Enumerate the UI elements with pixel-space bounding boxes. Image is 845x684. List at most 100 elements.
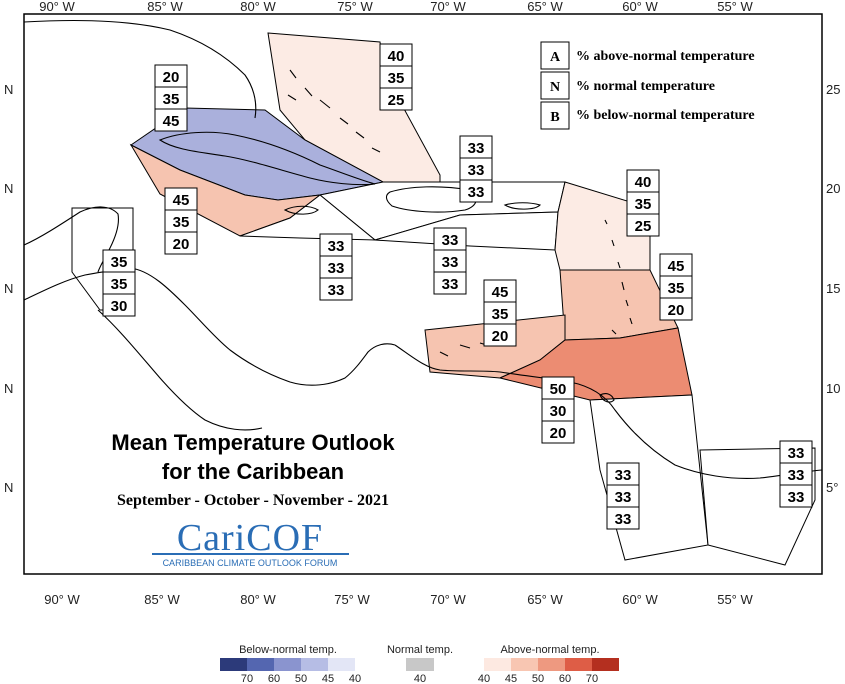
lat-tick-right: 15	[826, 281, 840, 296]
lat-tick-left: N	[4, 181, 13, 196]
prob-normal: 35	[111, 276, 128, 293]
prob-box-cuba: 203545	[155, 65, 187, 131]
prob-box-leeward-islands: 40 35 25	[627, 170, 659, 236]
title-line-1: Mean Temperature Outlook	[111, 430, 395, 455]
lat-ticks-left: N N N N N	[4, 82, 13, 495]
season-label: September - October - November - 2021	[117, 492, 389, 509]
scale-title-above: Above-normal temp.	[500, 644, 599, 656]
prob-below: 20	[492, 328, 509, 345]
prob-below: 20	[668, 302, 685, 319]
prob-normal: 35	[492, 306, 509, 323]
lon-ticks-top: 90° W 85° W 80° W 75° W 70° W 65° W 60° …	[39, 0, 753, 14]
scale-swatch-below	[247, 658, 274, 671]
lat-ticks-right: 25 20 15 10 5°	[826, 82, 840, 495]
lat-tick-left: N	[4, 281, 13, 296]
prob-above: 50	[550, 381, 567, 398]
prob-below: 33	[442, 276, 459, 293]
prob-normal: 35	[635, 196, 652, 213]
prob-below: 25	[388, 92, 405, 109]
prob-above: 45	[492, 284, 509, 301]
scale-swatch-above	[538, 658, 565, 671]
key-letter-n: N	[550, 80, 560, 95]
logo-subtitle: CARIBBEAN CLIMATE OUTLOOK FORUM	[163, 558, 338, 568]
lon-tick-top: 60° W	[622, 0, 658, 14]
prob-above: 35	[111, 254, 128, 271]
lon-tick-top: 85° W	[147, 0, 183, 14]
prob-box-windward-islands: 45 35 20	[660, 254, 692, 320]
key-letter-a: A	[550, 50, 561, 65]
prob-normal: 35	[388, 70, 405, 87]
scale-tick-normal: 40	[414, 673, 426, 684]
prob-normal: 35	[668, 280, 685, 297]
key-letter-b: B	[550, 110, 559, 125]
scale-swatch-above	[565, 658, 592, 671]
prob-box-trinidad: 50 30 20	[542, 377, 574, 443]
scale-tick-above: 50	[532, 673, 544, 684]
lon-tick-bottom: 65° W	[527, 592, 563, 607]
prob-box-hispaniola-north: 333333	[460, 136, 492, 202]
lon-tick-top: 70° W	[430, 0, 466, 14]
scale-tick-below: 60	[268, 673, 280, 684]
lat-tick-left: N	[4, 381, 13, 396]
prob-box-suriname-guiana: 33 33 33	[780, 441, 812, 507]
prob-below: 33	[468, 184, 485, 201]
prob-normal: 33	[442, 254, 459, 271]
prob-above: 33	[328, 238, 345, 255]
caricof-logo: CariCOF CARIBBEAN CLIMATE OUTLOOK FORUM	[152, 517, 349, 568]
prob-below: 33	[328, 282, 345, 299]
scale-swatch-below	[220, 658, 247, 671]
lon-tick-bottom: 55° W	[717, 592, 753, 607]
lat-tick-right: 5°	[826, 480, 838, 495]
lon-tick-top: 65° W	[527, 0, 563, 14]
prob-box-puerto-rico: 33 33 33	[434, 228, 466, 294]
scale-tick-above: 60	[559, 673, 571, 684]
key-label-n: % normal temperature	[576, 79, 715, 94]
lat-tick-left: N	[4, 82, 13, 97]
prob-below: 25	[635, 218, 652, 235]
lon-tick-top: 75° W	[337, 0, 373, 14]
scale-swatch-below	[274, 658, 301, 671]
prob-above: 45	[668, 258, 685, 275]
lat-tick-right: 10	[826, 381, 840, 396]
prob-box-bahamas: 40 35 25	[380, 44, 412, 110]
scale-tick-below: 70	[241, 673, 253, 684]
prob-below: 30	[111, 298, 128, 315]
lat-tick-left: N	[4, 480, 13, 495]
lat-tick-right: 20	[826, 181, 840, 196]
prob-above: 33	[468, 140, 485, 157]
lon-tick-bottom: 80° W	[240, 592, 276, 607]
prob-below: 20	[173, 236, 190, 253]
lon-tick-bottom: 60° W	[622, 592, 658, 607]
lon-tick-top: 80° W	[240, 0, 276, 14]
prob-below: 45	[163, 113, 180, 130]
logo-underline	[152, 553, 349, 555]
lon-tick-top: 90° W	[39, 0, 75, 14]
scale-tick-below: 50	[295, 673, 307, 684]
lat-tick-right: 25	[826, 82, 840, 97]
scale-swatch-above	[592, 658, 619, 671]
prob-box-cayman-jamaica: 45 35 20	[165, 188, 197, 254]
key-label-a: % above-normal temperature	[576, 49, 755, 64]
scale-swatch-below	[328, 658, 355, 671]
scale-swatch-above	[484, 658, 511, 671]
scale-swatch-normal	[406, 658, 434, 671]
prob-normal: 30	[550, 403, 567, 420]
scale-title-normal: Normal temp.	[387, 644, 453, 656]
lon-tick-bottom: 90° W	[44, 592, 80, 607]
prob-above: 20	[163, 69, 180, 86]
prob-above: 33	[615, 467, 632, 484]
prob-box-jamaica-south: 33 33 33	[320, 234, 352, 300]
prob-below: 33	[615, 511, 632, 528]
scale-title-below: Below-normal temp.	[239, 644, 337, 656]
scale-tick-above: 45	[505, 673, 517, 684]
prob-below: 20	[550, 425, 567, 442]
prob-normal: 33	[615, 489, 632, 506]
prob-normal: 33	[328, 260, 345, 277]
scale-tick-above: 40	[478, 673, 490, 684]
prob-above: 40	[388, 48, 405, 65]
prob-normal: 33	[788, 467, 805, 484]
key-label-b: % below-normal temperature	[576, 108, 755, 123]
prob-below: 33	[788, 489, 805, 506]
title-line-2: for the Caribbean	[162, 459, 344, 484]
